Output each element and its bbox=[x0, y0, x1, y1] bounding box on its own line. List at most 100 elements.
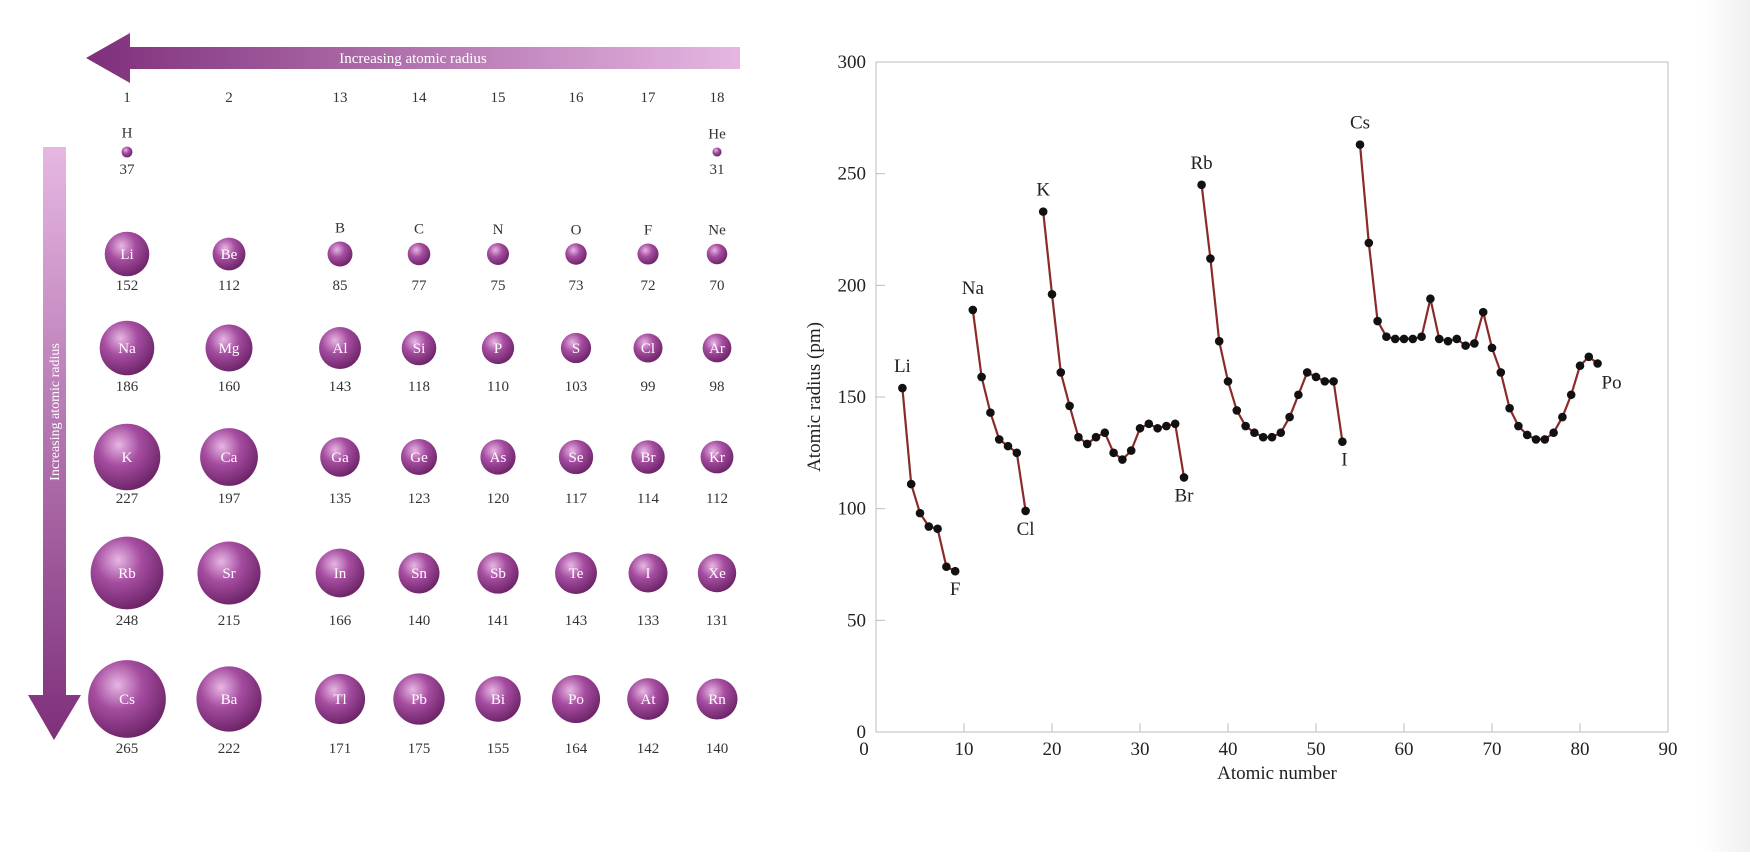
atom-sphere bbox=[212, 237, 246, 271]
data-point bbox=[1558, 412, 1567, 422]
right-edge-shade bbox=[1700, 0, 1750, 852]
data-point bbox=[1478, 307, 1488, 317]
element-radius-value: 142 bbox=[637, 741, 660, 757]
data-point bbox=[1144, 419, 1154, 429]
element-n: N 75 bbox=[486, 222, 510, 294]
element-radius-value: 114 bbox=[637, 491, 659, 507]
element-ca: Ca 197 bbox=[200, 428, 258, 507]
element-pb: Pb 175 bbox=[393, 673, 445, 757]
element-symbol: Si bbox=[413, 341, 426, 357]
atom-sphere bbox=[700, 440, 734, 474]
series-lines bbox=[901, 144, 1599, 573]
element-radius-value: 98 bbox=[710, 379, 725, 395]
element-radius-value: 265 bbox=[116, 741, 139, 757]
data-point bbox=[1118, 455, 1127, 464]
element-bi: Bi 155 bbox=[475, 676, 521, 757]
data-point bbox=[1408, 334, 1418, 344]
data-point bbox=[924, 522, 934, 531]
data-point bbox=[1531, 435, 1541, 444]
element-ba: Ba 222 bbox=[196, 666, 262, 757]
atom-sphere bbox=[628, 553, 668, 593]
data-point bbox=[1522, 430, 1532, 440]
horizontal-arrow: Increasing atomic radius bbox=[86, 33, 740, 83]
data-point bbox=[1373, 316, 1382, 326]
atom-sphere bbox=[196, 666, 262, 732]
element-p: P 110 bbox=[481, 331, 515, 395]
data-point bbox=[1452, 334, 1462, 344]
element-radius-value: 143 bbox=[565, 613, 588, 629]
y-tick-label: 200 bbox=[838, 275, 867, 296]
data-point bbox=[942, 562, 951, 572]
data-point bbox=[977, 372, 986, 382]
data-point bbox=[1566, 390, 1576, 400]
element-be: Be 112 bbox=[212, 237, 246, 294]
element-he: He 31 bbox=[708, 126, 726, 178]
data-point bbox=[994, 435, 1004, 444]
data-point bbox=[1496, 368, 1506, 377]
element-symbol: Be bbox=[221, 247, 238, 263]
atom-sphere bbox=[200, 428, 258, 486]
point-annotations: Li F Na Cl K Br Rb I Cs Po bbox=[894, 113, 1622, 601]
data-point bbox=[1285, 412, 1294, 422]
element-symbol: N bbox=[493, 222, 504, 238]
data-point bbox=[1505, 403, 1514, 413]
element-symbol: K bbox=[122, 450, 133, 466]
atom-sphere bbox=[121, 146, 133, 158]
data-point bbox=[1258, 432, 1268, 442]
element-symbol: Ar bbox=[709, 341, 725, 357]
atom-sphere bbox=[702, 333, 732, 363]
element-symbol: Bi bbox=[491, 692, 505, 708]
element-symbol: Ge bbox=[410, 450, 428, 466]
element-symbol: Po bbox=[568, 692, 584, 708]
group-label-16: 16 bbox=[569, 90, 585, 106]
data-point bbox=[1320, 377, 1330, 386]
data-point bbox=[1355, 140, 1365, 149]
element-radius-value: 166 bbox=[329, 613, 352, 629]
element-radius-value: 31 bbox=[710, 162, 725, 178]
element-symbol: C bbox=[414, 222, 424, 238]
group-label-15: 15 bbox=[491, 90, 506, 106]
data-point bbox=[1021, 506, 1030, 516]
atom-sphere bbox=[319, 327, 361, 369]
element-o: O 73 bbox=[565, 222, 587, 294]
element-radius-value: 99 bbox=[641, 379, 656, 395]
atom-sphere bbox=[314, 673, 366, 725]
element-radius-value: 140 bbox=[408, 613, 431, 629]
x-tick-label: 60 bbox=[1395, 739, 1414, 760]
element-symbol: Pb bbox=[411, 692, 427, 708]
data-point bbox=[1302, 368, 1312, 377]
series-line-4 bbox=[1200, 184, 1344, 442]
data-point bbox=[1487, 343, 1497, 353]
element-radius-value: 103 bbox=[565, 379, 588, 395]
element-li: Li 152 bbox=[104, 231, 150, 294]
y-axis-label: Atomic radius (pm) bbox=[804, 322, 825, 472]
annotation-f: F bbox=[950, 579, 961, 600]
element-cs: Cs 265 bbox=[88, 660, 166, 757]
atom-sphere bbox=[475, 676, 521, 722]
element-radius-value: 215 bbox=[218, 613, 241, 629]
data-point bbox=[898, 383, 907, 393]
atom-sphere bbox=[104, 231, 150, 277]
horizontal-arrow-label: Increasing atomic radius bbox=[339, 51, 487, 67]
vertical-arrow-label: Increasing atomic radius bbox=[48, 343, 63, 481]
element-ge: Ge 123 bbox=[400, 438, 438, 507]
element-radius-value: 70 bbox=[710, 278, 725, 294]
y-tick-label: 250 bbox=[838, 164, 867, 185]
element-symbol: Rb bbox=[118, 566, 136, 582]
atom-sphere bbox=[631, 440, 665, 474]
atom-sphere bbox=[551, 674, 601, 724]
data-point bbox=[1329, 377, 1338, 386]
element-symbol: Na bbox=[118, 341, 136, 357]
atom-sphere bbox=[205, 324, 253, 372]
series-line-5 bbox=[1358, 144, 1599, 441]
atom-sphere bbox=[558, 439, 594, 475]
data-point bbox=[1153, 423, 1162, 433]
annotation-po: Po bbox=[1602, 373, 1622, 394]
element-radius-value: 85 bbox=[333, 278, 348, 294]
element-radius-value: 131 bbox=[706, 613, 729, 629]
series-line-1 bbox=[901, 387, 956, 573]
annotation-k: K bbox=[1036, 180, 1050, 201]
y-tick-label: 300 bbox=[838, 52, 867, 73]
data-point bbox=[1294, 390, 1303, 400]
element-radius-value: 152 bbox=[116, 278, 139, 294]
